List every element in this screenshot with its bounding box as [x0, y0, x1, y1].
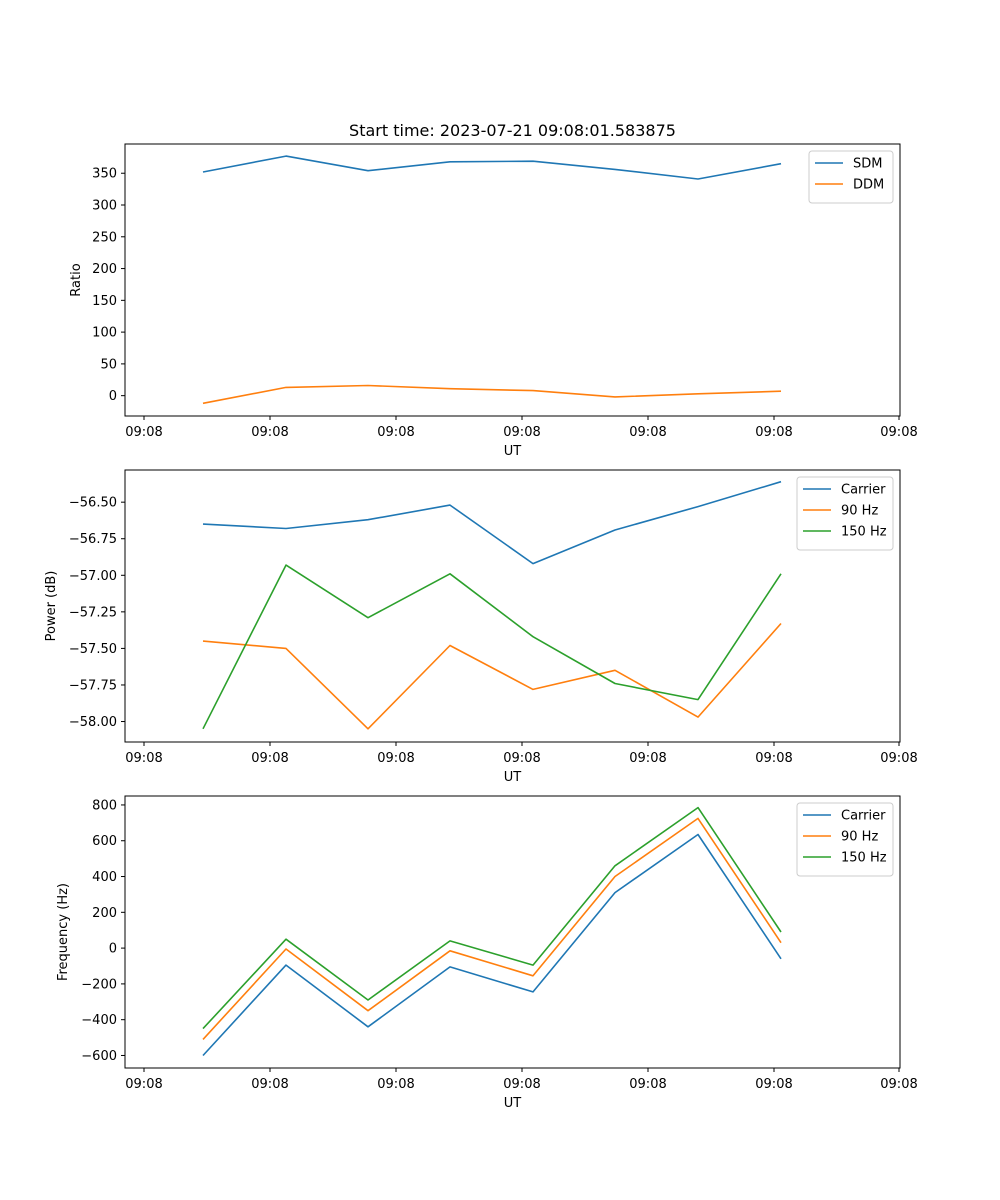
figure-title: Start time: 2023-07-21 09:08:01.583875 — [349, 121, 676, 140]
series-line-150-hz — [202, 806, 782, 1030]
x-tick-label: 09:08 — [755, 425, 792, 440]
x-tick-label: 09:08 — [629, 425, 666, 440]
y-tick-label: −400 — [81, 1013, 117, 1028]
y-tick-label: 350 — [92, 167, 117, 182]
legend-entry: DDM — [853, 178, 884, 193]
panel-2: −58.00 −57.75 −57.50 −57.25 −57.00 −56.75 −56.… — [44, 469, 918, 785]
x-tick-label: 09:08 — [503, 1077, 540, 1092]
x-tick-label: 09:08 — [125, 751, 162, 766]
y-tick-label: 200 — [92, 262, 117, 277]
legend-box — [808, 150, 894, 204]
y-axis-label: Power (dB) — [44, 571, 59, 642]
series-line-sdm — [202, 155, 782, 180]
y-tick-label: −57.50 — [69, 642, 117, 657]
series-line-ddm — [202, 384, 782, 405]
x-axis-label: UT — [504, 770, 522, 785]
x-tick-label: 09:08 — [629, 1077, 666, 1092]
axes-frame — [124, 143, 901, 417]
legend-entry: 90 Hz — [841, 830, 878, 845]
y-tick-label: −600 — [81, 1049, 117, 1064]
y-tick-label: 300 — [92, 199, 117, 214]
series-line-90-hz — [202, 622, 782, 730]
y-tick-label: 150 — [92, 294, 117, 309]
y-tick-label: 0 — [109, 942, 117, 957]
x-tick-label: 09:08 — [755, 751, 792, 766]
series-line-carrier — [202, 833, 782, 1057]
y-tick-label: −200 — [81, 977, 117, 992]
y-axis-label: Frequency (Hz) — [56, 883, 71, 981]
legend-entry: 90 Hz — [841, 504, 878, 519]
y-tick-label: 100 — [92, 326, 117, 341]
panel-1: 0 50 100 150 200 250 300 350 09:08 09:08 09:08 09:0… — [69, 143, 918, 459]
y-tick-label: 250 — [92, 230, 117, 245]
x-tick-label: 09:08 — [629, 751, 666, 766]
legend-entry: Carrier — [841, 809, 886, 824]
y-tick-label: 400 — [92, 870, 117, 885]
x-tick-label: 09:08 — [251, 1077, 288, 1092]
x-tick-label: 09:08 — [251, 751, 288, 766]
x-tick-label: 09:08 — [377, 751, 414, 766]
y-tick-label: −57.00 — [69, 569, 117, 584]
x-tick-label: 09:08 — [251, 425, 288, 440]
y-tick-label: −56.50 — [69, 496, 117, 511]
axes-frame — [124, 795, 901, 1069]
x-tick-label: 09:08 — [503, 751, 540, 766]
y-tick-label: −56.75 — [69, 532, 117, 547]
y-tick-label: −57.25 — [69, 605, 117, 620]
series-line-90-hz — [202, 817, 782, 1040]
x-tick-label: 09:08 — [880, 425, 917, 440]
y-tick-label: 200 — [92, 906, 117, 921]
x-tick-label: 09:08 — [880, 1077, 917, 1092]
y-axis-label: Ratio — [69, 263, 84, 296]
legend-entry: 150 Hz — [841, 851, 887, 866]
panel-3: −600 −400 −200 0 200 400 600 800 09:08 09:08 09:08… — [56, 795, 918, 1111]
y-tick-label: 50 — [100, 357, 117, 372]
y-tick-label: −57.75 — [69, 678, 117, 693]
x-tick-label: 09:08 — [125, 1077, 162, 1092]
legend-entry: SDM — [853, 157, 882, 172]
axes-frame — [124, 469, 901, 743]
x-tick-label: 09:08 — [125, 425, 162, 440]
x-tick-label: 09:08 — [755, 1077, 792, 1092]
y-tick-label: 0 — [109, 389, 117, 404]
x-tick-label: 09:08 — [377, 1077, 414, 1092]
y-tick-label: −58.00 — [69, 715, 117, 730]
x-axis-label: UT — [504, 444, 522, 459]
legend-entry: Carrier — [841, 483, 886, 498]
y-tick-label: 800 — [92, 798, 117, 813]
legend-entry: 150 Hz — [841, 525, 887, 540]
panels: 0 50 100 150 200 250 300 350 09:08 09:08 09:08 09:0… — [44, 143, 918, 1111]
x-tick-label: 09:08 — [377, 425, 414, 440]
x-tick-label: 09:08 — [503, 425, 540, 440]
y-tick-label: 600 — [92, 834, 117, 849]
x-axis-label: UT — [504, 1096, 522, 1111]
series-line-carrier — [202, 480, 782, 565]
x-tick-label: 09:08 — [880, 751, 917, 766]
series-line-150-hz — [202, 564, 782, 730]
